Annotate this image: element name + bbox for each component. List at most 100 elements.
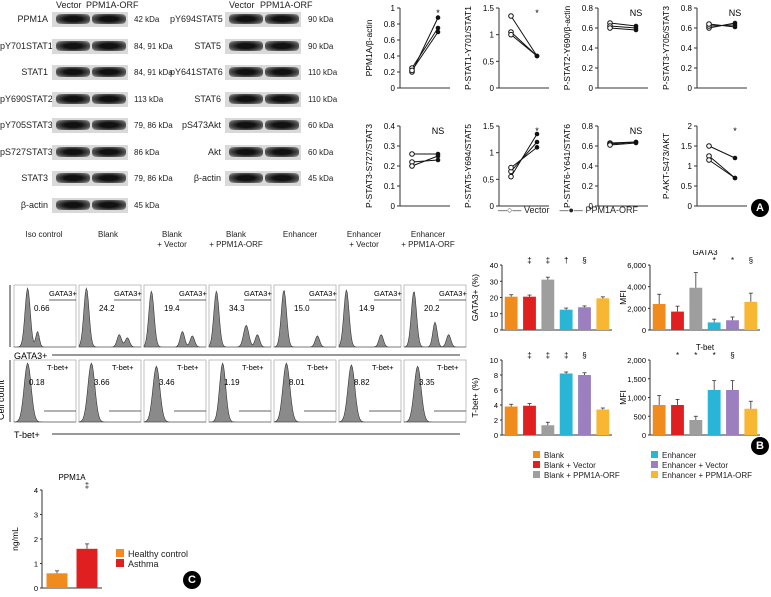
blot-label: pY690STAT2 bbox=[0, 93, 53, 104]
flow-condition-header: Blank + Vector bbox=[157, 230, 187, 249]
significance-label: ‡ bbox=[527, 256, 531, 265]
chart-title: PPM1A bbox=[58, 473, 86, 482]
vector-point bbox=[607, 142, 613, 148]
paired-chart: 0 0.5 1 1.5 * P-STAT5-Y694/STAT5 bbox=[463, 122, 549, 211]
y-tick-label: 2,000 bbox=[627, 304, 646, 313]
y-axis-label: P-STAT3-Y705/STAT3 bbox=[661, 6, 671, 90]
band-lane-1 bbox=[56, 173, 90, 183]
band-lane-1 bbox=[56, 67, 90, 77]
y-tick-label: 30 bbox=[490, 277, 498, 286]
y-axis-label: MFI bbox=[618, 390, 628, 405]
bar-legend-label: Enhancer + Vector bbox=[662, 461, 729, 470]
paired-chart: 0 0.2 0.4 0.6 0.8 NS P-STAT2-Y690/β-actin bbox=[562, 4, 648, 93]
y-tick-label: 0.5 bbox=[483, 175, 495, 184]
tbet-histogram bbox=[78, 362, 141, 423]
y-tick-label: 0 bbox=[494, 326, 498, 335]
y-tick-label: 20 bbox=[490, 294, 498, 303]
significance-label: ‡ bbox=[85, 481, 89, 490]
bar bbox=[504, 296, 518, 330]
y-tick-label: 0 bbox=[494, 431, 498, 440]
significance-label: * bbox=[535, 8, 539, 18]
vector-point bbox=[706, 157, 712, 163]
vector-point bbox=[409, 151, 415, 157]
y-tick-label: 6 bbox=[494, 386, 498, 395]
paired-chart: 0 0.5 1 1.5 * P-STAT1-Y701/STAT1 bbox=[463, 4, 549, 93]
gata3-value: 0.66 bbox=[34, 304, 50, 313]
y-tick-label: 0.4 bbox=[384, 122, 396, 131]
gata3-value: 19.4 bbox=[164, 304, 180, 313]
bar bbox=[541, 279, 555, 330]
blot-label: pY701STAT1 bbox=[0, 40, 53, 51]
band-lane-1 bbox=[56, 14, 90, 24]
y-tick-label: 0.2 bbox=[582, 64, 594, 73]
blot-label: pY641STAT6 bbox=[170, 67, 223, 77]
tbet-histogram bbox=[403, 365, 466, 423]
y-tick-label: 4,000 bbox=[627, 283, 646, 292]
tbet-value: 8.01 bbox=[289, 378, 305, 387]
blot-right-header-orf: PPM1A-ORF bbox=[260, 0, 313, 10]
gata3-histogram bbox=[338, 289, 401, 348]
tbet-gate-label: T-bet+ bbox=[177, 363, 199, 372]
band-lane-1 bbox=[56, 146, 90, 157]
flow-condition-header: Blank bbox=[97, 230, 118, 239]
gata3-histogram bbox=[403, 291, 466, 348]
flow-histograms: GATA3+0.66T-bet+0.18GATA3+24.2T-bet+3.66… bbox=[0, 284, 467, 440]
gata3-value: 14.9 bbox=[359, 304, 375, 313]
y-tick-label: 0.2 bbox=[681, 64, 693, 73]
gata3-value: 24.2 bbox=[99, 304, 115, 313]
bar-chart: 0 2,000 4,000 6,000 * * § GATA3 MFI bbox=[618, 250, 760, 335]
bar bbox=[689, 287, 703, 330]
significance-label: * bbox=[535, 126, 539, 136]
vector-point bbox=[409, 163, 415, 169]
blot-kda: 113 kDa bbox=[134, 94, 164, 104]
y-tick-label: 0.3 bbox=[384, 142, 396, 151]
band-lane-2 bbox=[92, 146, 126, 157]
tbet-histogram bbox=[273, 362, 336, 423]
significance-label: * bbox=[676, 351, 679, 360]
orf-point bbox=[732, 175, 738, 181]
band-lane-1 bbox=[229, 173, 263, 183]
gata3-histogram bbox=[13, 287, 76, 348]
band-lane-2 bbox=[265, 40, 299, 51]
blot-band bbox=[225, 144, 301, 160]
gata3-gate-label: GATA3+ bbox=[179, 289, 207, 298]
y-axis-label: MFI bbox=[618, 290, 628, 305]
chart-title: GATA3 bbox=[692, 250, 718, 257]
bar bbox=[744, 301, 758, 330]
y-tick-label: 1,500 bbox=[627, 375, 646, 384]
panel-label-c: C bbox=[183, 571, 201, 589]
asthma-label: Asthma bbox=[128, 559, 159, 569]
y-tick-label: 1 bbox=[490, 31, 495, 40]
flow-condition-header: Iso control bbox=[25, 230, 63, 239]
y-tick-label: 1.5 bbox=[483, 4, 495, 13]
gata3-x-label: GATA3+ bbox=[14, 351, 47, 361]
orf-point bbox=[732, 24, 738, 30]
bar bbox=[46, 573, 68, 588]
y-tick-label: 0.4 bbox=[582, 44, 594, 53]
paired-chart: 0 0.5 1 1.5 2 * P-AKT-S473/AKT bbox=[661, 122, 747, 211]
gata3-gate-label: GATA3+ bbox=[374, 289, 402, 298]
significance-label: * bbox=[694, 351, 697, 360]
pair-line bbox=[411, 31, 439, 71]
bar bbox=[689, 420, 703, 435]
blot-label: STAT1 bbox=[21, 67, 48, 77]
orf-point bbox=[435, 15, 441, 20]
legend-asthma: Asthma bbox=[116, 559, 188, 569]
band-lane-2 bbox=[92, 173, 126, 183]
significance-label: NS bbox=[630, 8, 643, 18]
blot-band bbox=[52, 171, 128, 186]
y-tick-label: 8 bbox=[494, 371, 498, 380]
paired-charts: 0 0.2 0.4 0.6 0.8 1 * PPM1A/β-actin 0 0.5 1 1.5 * P-S… bbox=[364, 4, 747, 211]
significance-label: § bbox=[582, 256, 586, 265]
y-tick-label: 3 bbox=[34, 511, 38, 520]
y-tick-label: 0.5 bbox=[483, 57, 495, 66]
significance-label: ‡ bbox=[546, 351, 550, 360]
band-lane-2 bbox=[92, 199, 126, 210]
bar-legend-label: Enhancer bbox=[662, 451, 697, 460]
flow-condition-header: Enhancer bbox=[282, 230, 318, 239]
blot-label: pS473Akt bbox=[181, 120, 221, 130]
panel-label-a: A bbox=[751, 199, 769, 217]
band-lane-1 bbox=[56, 120, 90, 130]
blot-band bbox=[52, 197, 128, 213]
